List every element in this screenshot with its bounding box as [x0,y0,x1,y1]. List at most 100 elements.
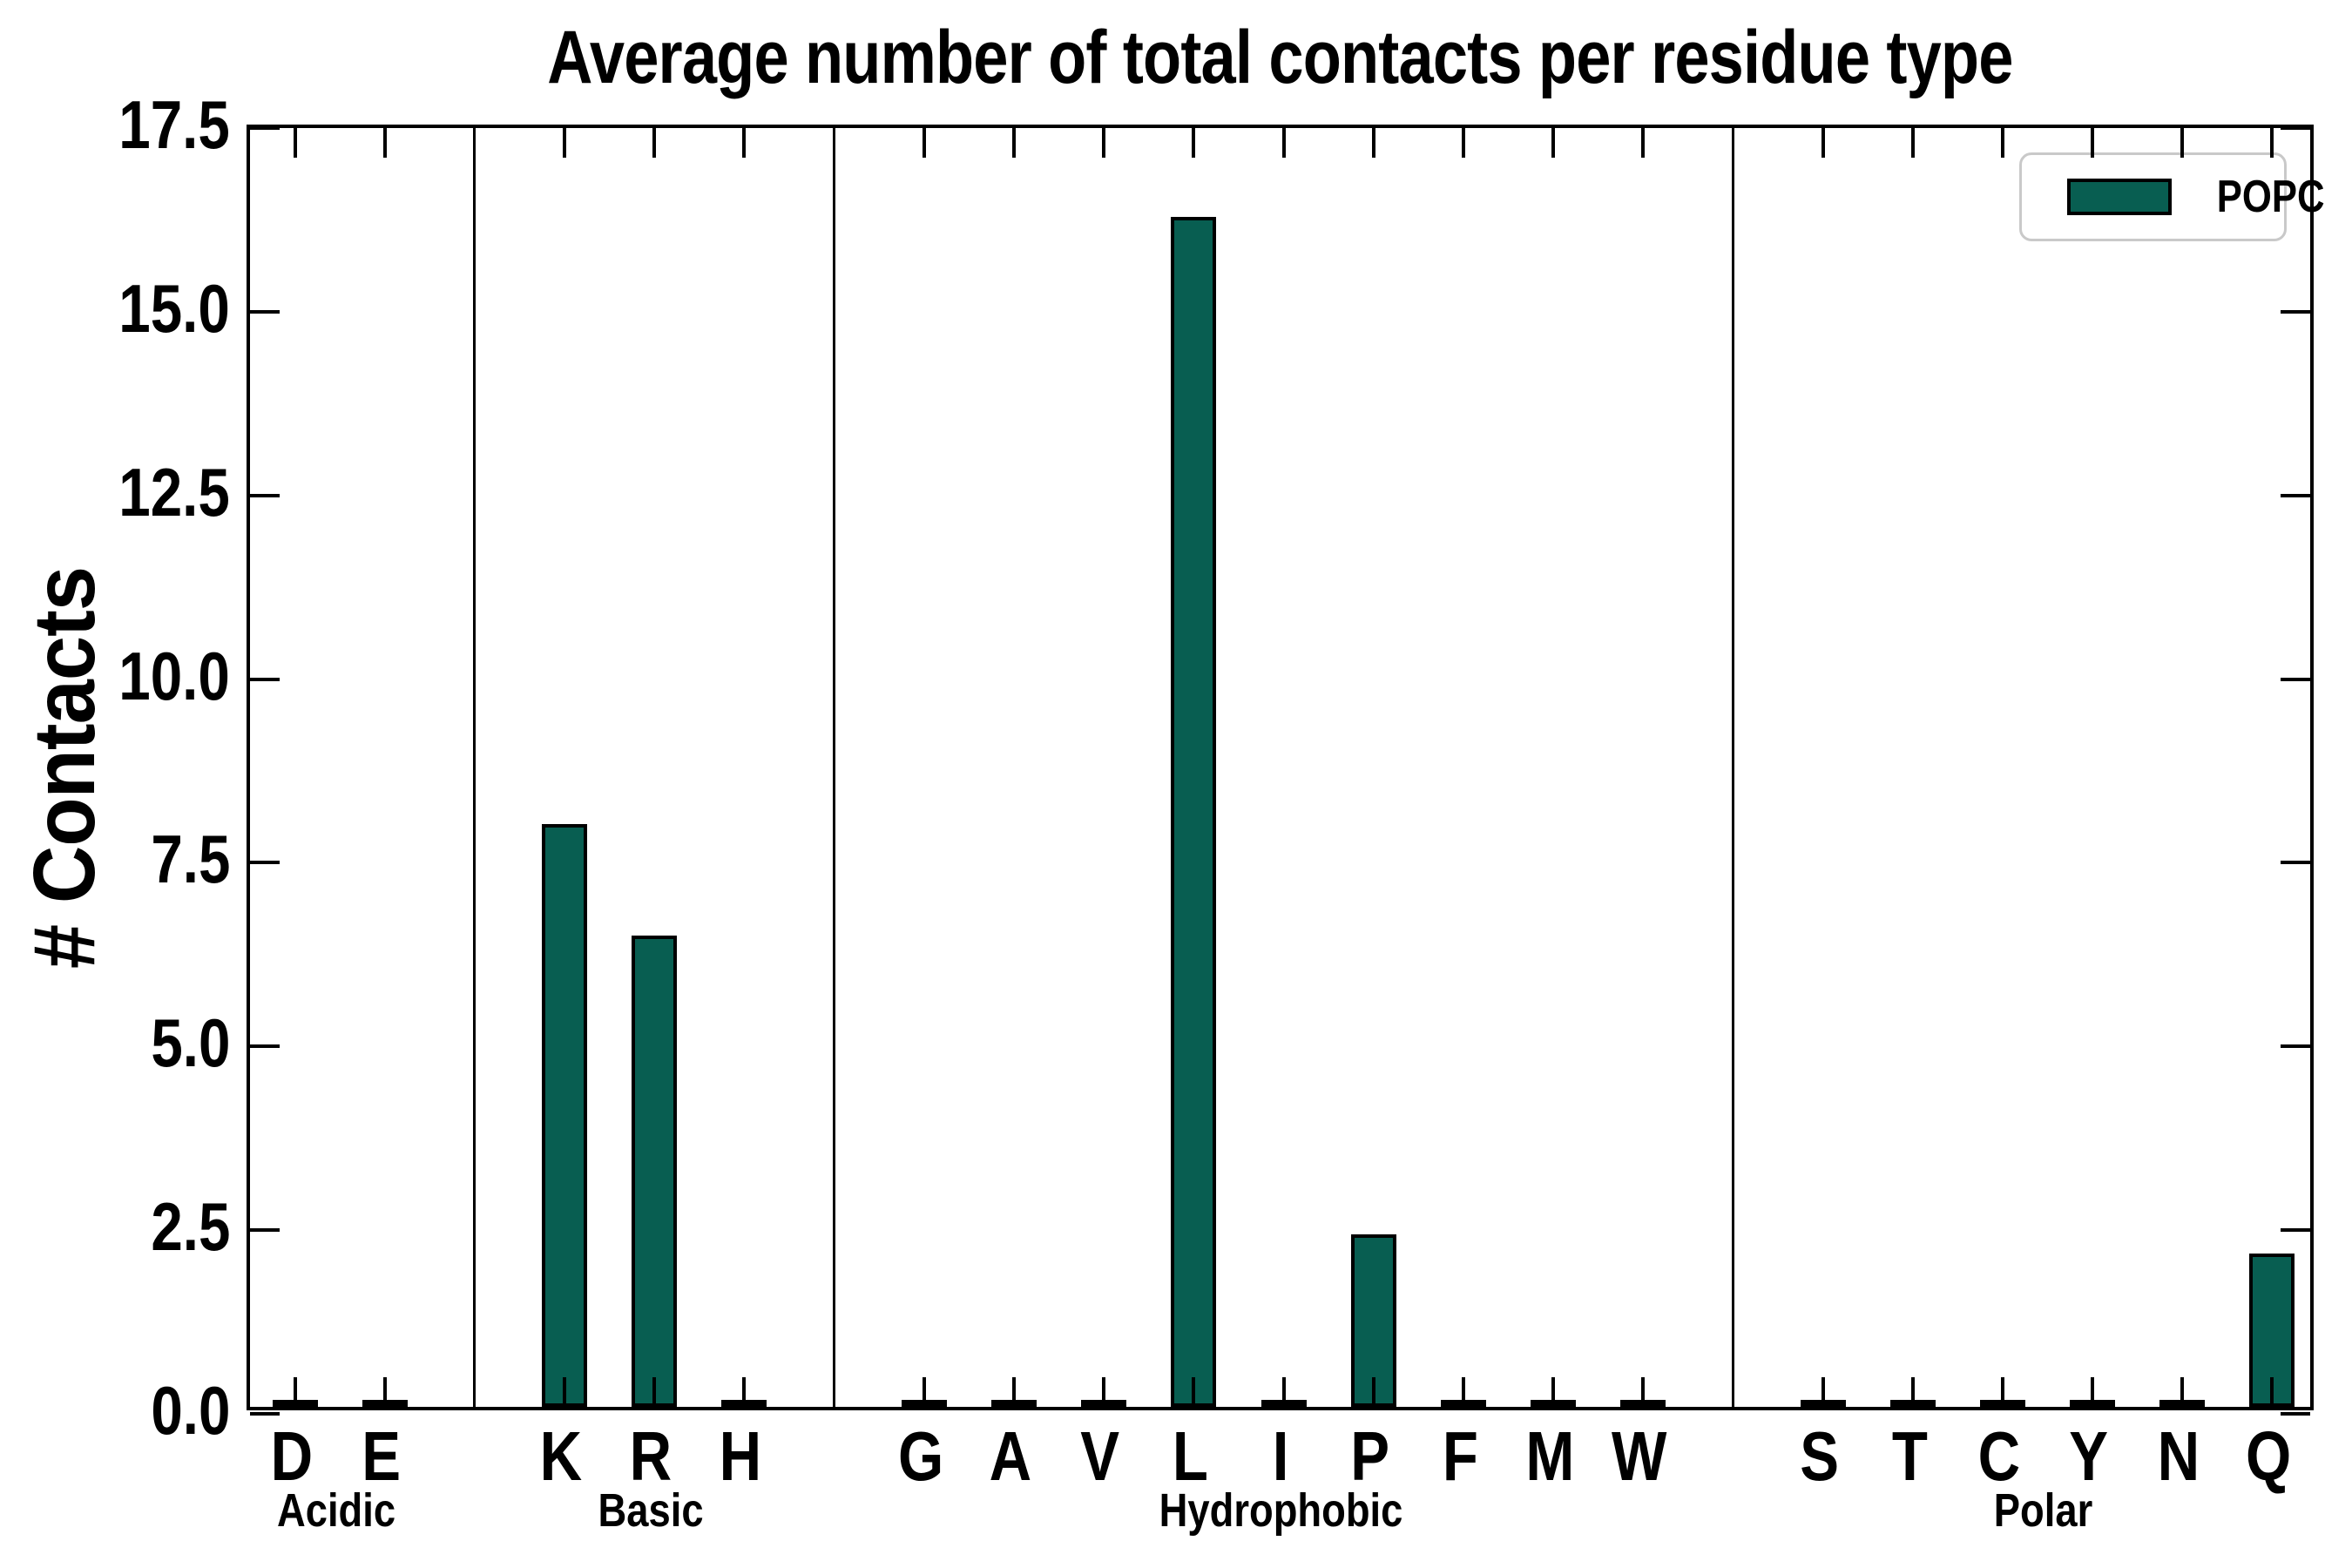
legend-label: POPC [2216,172,2325,222]
x-tick [1551,128,1555,158]
y-tick [250,494,280,497]
x-tick-label-C: C [1977,1417,2021,1495]
bar-L [1171,217,1216,1407]
x-tick [1911,128,1915,158]
y-tick [2281,494,2310,497]
group-separator [833,128,836,1407]
x-tick [742,1377,746,1407]
x-tick [652,1377,656,1407]
y-tick-label-2.5: 2.5 [150,1188,230,1265]
group-separator [1731,128,1734,1407]
x-tick [2180,1377,2184,1407]
x-tick-label-F: F [1442,1417,1478,1495]
y-tick [250,1044,280,1048]
x-tick [2001,1377,2004,1407]
x-tick [1821,128,1825,158]
bar-K [542,824,587,1407]
x-tick [652,128,656,158]
x-tick [2270,1377,2274,1407]
y-tick-label-5.0: 5.0 [150,1004,230,1081]
x-tick [1282,1377,1286,1407]
x-tick [383,128,387,158]
x-tick-label-A: A [989,1417,1032,1495]
x-tick-label-L: L [1172,1417,1208,1495]
x-tick-label-T: T [1891,1417,1928,1495]
x-tick-label-P: P [1350,1417,1390,1495]
x-tick [1462,1377,1465,1407]
y-tick [2281,126,2310,130]
y-axis-label-text: # Contacts [16,566,114,969]
x-tick [2270,128,2274,158]
x-tick [563,128,566,158]
y-tick [250,126,280,130]
x-tick [1102,1377,1105,1407]
chart-title: Average number of total contacts per res… [247,14,2314,101]
x-tick [1462,128,1465,158]
x-tick [923,128,926,158]
x-tick [1192,128,1195,158]
x-tick [2001,128,2004,158]
x-tick-label-Y: Y [2069,1417,2109,1495]
x-tick-label-K: K [539,1417,583,1495]
x-tick [1911,1377,1915,1407]
group-label-polar: Polar [1994,1484,2093,1537]
group-label-acidic: Acidic [276,1484,396,1537]
y-tick [2281,310,2310,314]
group-label-basic: Basic [598,1484,704,1537]
x-tick-label-R: R [629,1417,672,1495]
x-tick-label-V: V [1080,1417,1120,1495]
x-tick-label-N: N [2157,1417,2200,1495]
x-tick [1012,1377,1016,1407]
x-tick [923,1377,926,1407]
x-tick [294,1377,297,1407]
x-tick [1192,1377,1195,1407]
x-tick [1641,1377,1645,1407]
x-tick [1821,1377,1825,1407]
x-tick-label-M: M [1525,1417,1574,1495]
y-tick-label-0.0: 0.0 [150,1372,230,1449]
x-tick [1551,1377,1555,1407]
x-tick-label-H: H [719,1417,762,1495]
y-tick [250,861,280,864]
chart-title-text: Average number of total contacts per res… [547,16,2013,99]
group-separator [473,128,476,1407]
x-tick-label-G: G [897,1417,944,1495]
x-tick [1012,128,1016,158]
y-tick [2281,1044,2310,1048]
x-tick [742,128,746,158]
x-tick [1372,128,1375,158]
x-tick [2091,1377,2094,1407]
x-tick [1102,128,1105,158]
x-tick [563,1377,566,1407]
bar-R [632,936,677,1407]
y-tick [2281,861,2310,864]
y-tick [250,1228,280,1232]
legend-swatch-popc [2067,179,2172,215]
group-label-hydrophobic: Hydrophobic [1159,1484,1402,1537]
x-tick-label-D: D [270,1417,314,1495]
plot-area: POPC [247,125,2325,1416]
y-tick [2281,1228,2310,1232]
legend: POPC [2019,152,2325,241]
y-tick-label-17.5: 17.5 [118,86,230,163]
y-tick-label-10.0: 10.0 [118,638,230,714]
y-tick-label-7.5: 7.5 [150,821,230,897]
y-tick [2281,678,2310,681]
y-tick-label-15.0: 15.0 [118,270,230,347]
x-tick-label-S: S [1800,1417,1840,1495]
x-tick [1641,128,1645,158]
x-tick [294,128,297,158]
y-tick [250,310,280,314]
x-tick [383,1377,387,1407]
x-tick [2091,128,2094,158]
y-tick [2281,1412,2310,1416]
x-tick [1372,1377,1375,1407]
x-tick-label-W: W [1612,1417,1667,1495]
y-tick [250,678,280,681]
y-tick-label-12.5: 12.5 [118,454,230,531]
x-tick [2180,128,2184,158]
x-tick-label-E: E [362,1417,402,1495]
x-tick-label-I: I [1272,1417,1289,1495]
x-tick-label-Q: Q [2245,1417,2292,1495]
